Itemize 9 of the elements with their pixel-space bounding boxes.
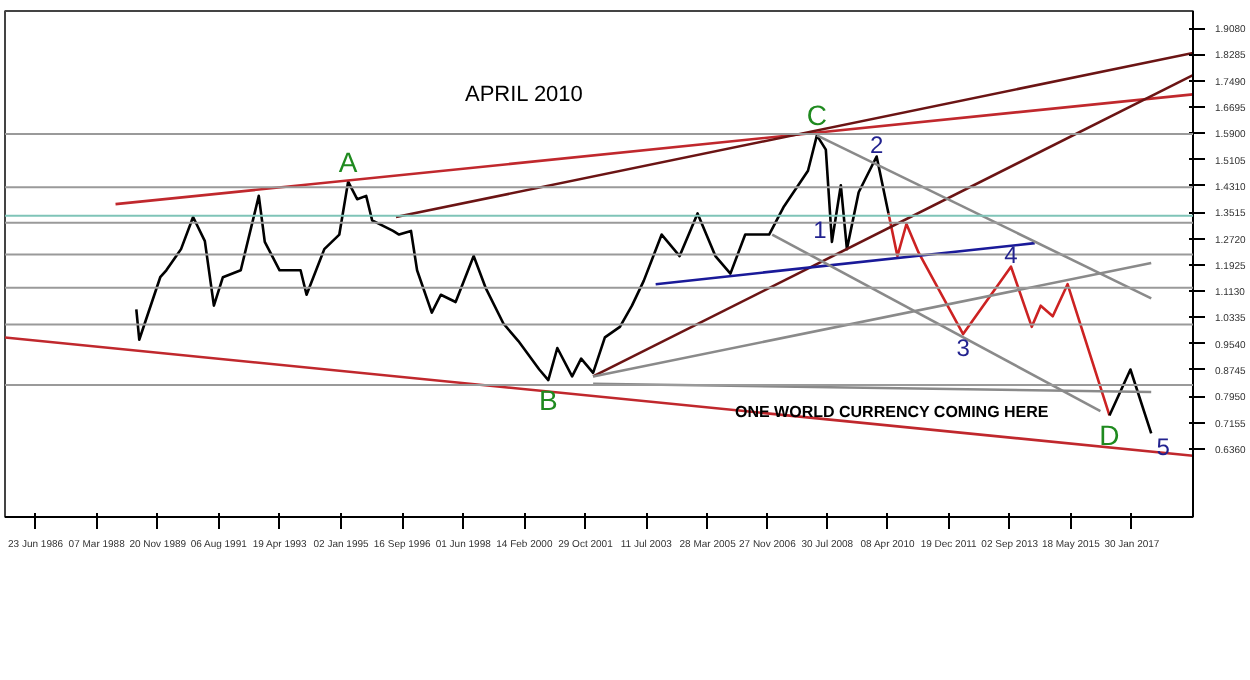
annotation: C [806, 99, 828, 132]
annotation: 1 [813, 215, 828, 244]
annotation: 2 [869, 130, 884, 159]
annotation: D [1099, 419, 1120, 452]
annotation: A [338, 145, 359, 178]
annotation: 4 [1004, 240, 1019, 269]
annotation: 3 [956, 334, 971, 363]
text: APRIL 2010 [465, 83, 583, 107]
annotation: B [538, 384, 558, 417]
